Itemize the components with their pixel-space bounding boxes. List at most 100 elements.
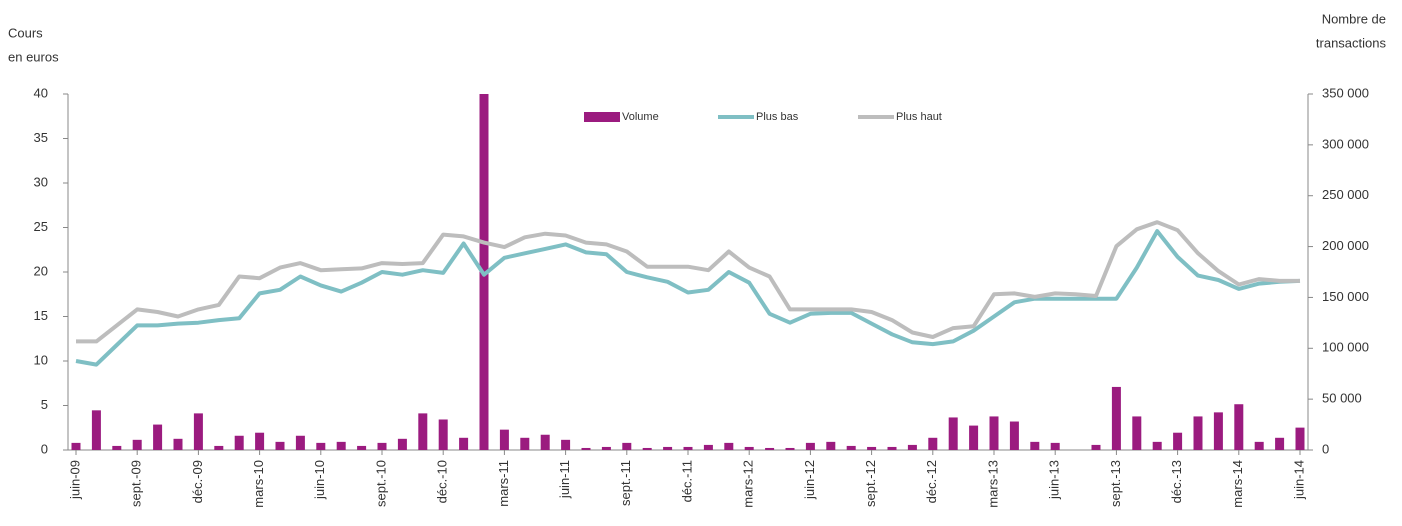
bar [397,438,407,450]
bar [887,446,897,450]
legend-swatch [584,112,620,122]
bar [499,429,509,450]
bar [153,424,163,450]
bar [1275,437,1285,450]
y-tick-label: 5 [41,397,48,412]
x-tick-label: déc.-13 [1169,460,1184,503]
bar [703,444,713,450]
bar [581,447,591,450]
y-tick-label: 0 [41,441,48,456]
y-tick-label: 25 [34,219,48,234]
bar [1234,404,1244,450]
bar [663,446,673,450]
x-tick-label: mars-10 [251,460,266,508]
bar [765,447,775,450]
bar [683,446,693,450]
y-tick-label: 30 [34,174,48,189]
x-tick-label: déc.-10 [435,460,450,503]
x-tick-label: sept.-11 [618,460,633,506]
y2-tick-label: 350 000 [1322,85,1369,100]
line [75,229,1301,367]
bar [214,445,224,450]
y-axis-label: en euros [8,49,59,64]
bar [520,437,530,450]
legend-label: Plus haut [896,111,942,123]
bar [744,446,754,450]
bar [724,442,734,450]
x-tick-label: sept.-09 [129,460,144,507]
bar [540,434,550,450]
bar [377,442,387,450]
bar [622,442,632,450]
bar [785,447,795,450]
bar [1050,442,1060,450]
x-tick-label: sept.-10 [373,460,388,507]
y2-axis-label: transactions [1316,35,1387,50]
bar [132,439,142,450]
bar [1132,416,1142,450]
x-tick-label: déc.-09 [190,460,205,503]
x-tick-label: mars-12 [741,460,756,508]
x-tick-label: juin-14 [1291,460,1306,500]
x-tick-label: déc.-11 [679,460,694,502]
bar [1091,444,1101,450]
y2-tick-label: 200 000 [1322,238,1369,253]
bar [948,417,958,450]
bar [112,445,122,450]
y-tick-label: 20 [34,263,48,278]
bar [642,447,652,450]
bar [173,438,183,450]
bar [907,444,917,450]
line [76,220,1300,344]
bar [846,445,856,450]
bar [438,419,448,450]
bar [357,445,367,450]
bar [193,413,203,450]
bar [336,441,346,450]
bar [1030,441,1040,450]
bar [601,446,611,450]
bar [1295,427,1305,450]
bar [255,432,265,450]
bar [418,413,428,450]
legend-label: Volume [622,111,659,123]
bar [1193,416,1203,450]
bar [275,441,285,450]
bar [1173,432,1183,450]
bar [1152,441,1162,450]
y2-tick-label: 100 000 [1322,340,1369,355]
x-tick-label: mars-11 [496,460,511,507]
bar [826,441,836,450]
y-axis-label: Cours [8,25,43,40]
bar [928,437,938,450]
x-tick-label: juin-09 [67,460,82,500]
y-tick-label: 40 [34,85,48,100]
bar [867,446,877,450]
y2-axis-label: Nombre de [1322,11,1386,26]
bar [969,425,979,450]
bar [234,435,244,450]
x-tick-label: juin-10 [312,460,327,500]
y-tick-label: 15 [34,308,48,323]
x-tick-label: déc.-12 [924,460,939,503]
bar [91,410,101,450]
bar [1111,386,1121,450]
y2-tick-label: 50 000 [1322,391,1362,406]
bar [295,435,305,450]
y-tick-label: 35 [34,130,48,145]
bar [989,416,999,450]
x-tick-label: sept.-12 [863,460,878,507]
bar [1254,441,1264,450]
bar [459,437,469,450]
legend-label: Plus bas [756,111,799,123]
x-tick-label: sept.-13 [1108,460,1123,507]
bar [561,439,571,450]
bar [71,442,81,450]
bar [316,442,326,450]
bar [1213,412,1223,450]
x-tick-label: mars-14 [1230,460,1245,508]
y2-tick-label: 0 [1322,441,1329,456]
bar [1009,421,1019,450]
y2-tick-label: 250 000 [1322,187,1369,202]
